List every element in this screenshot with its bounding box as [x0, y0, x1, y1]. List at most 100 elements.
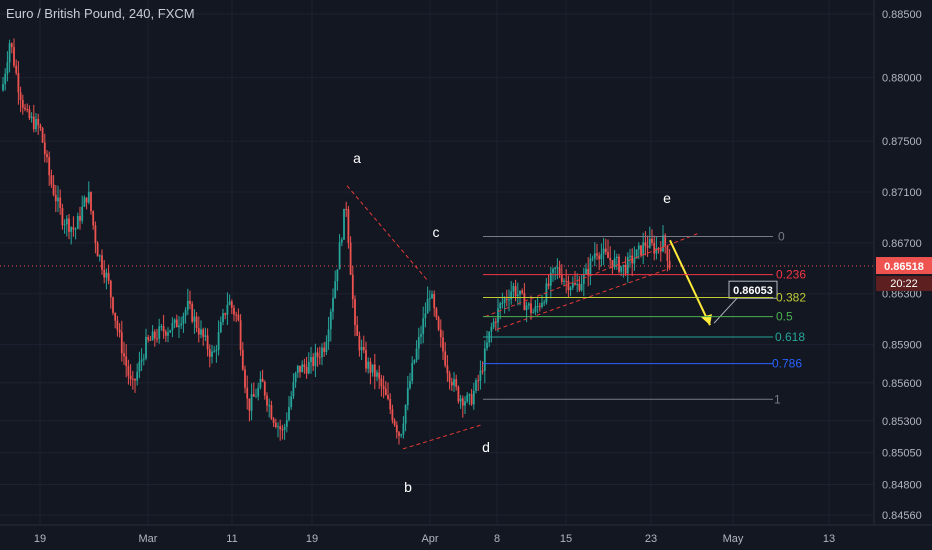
candle-body — [169, 330, 172, 333]
candle-body — [70, 227, 73, 232]
x-tick-label: 23 — [645, 533, 657, 545]
candle-body — [367, 361, 370, 369]
candle-body — [112, 297, 114, 313]
time-axis[interactable]: 19 Mar 11 19 Apr 8 15 23 May 13 — [34, 533, 835, 545]
y-tick-label: 0.85300 — [882, 416, 922, 428]
candle-body — [503, 298, 506, 303]
candle-body — [609, 257, 612, 261]
candle-body — [305, 366, 308, 374]
candle-body — [424, 313, 427, 319]
candle-body — [299, 365, 301, 373]
fibonacci-retracement: 0 0.236 0.382 0.5 0.618 0.786 1 — [483, 230, 806, 406]
candle-body — [8, 43, 11, 63]
candle-body — [123, 353, 125, 357]
candle-body — [270, 405, 273, 419]
candles — [2, 38, 671, 445]
price-axis[interactable]: 0.88500 0.88000 0.87500 0.87100 0.86700 0.863… — [876, 9, 932, 522]
candle-body — [376, 372, 378, 377]
candle-body — [459, 398, 462, 402]
candle-body — [241, 349, 244, 370]
candle-body — [380, 378, 383, 387]
candle-body — [246, 387, 249, 399]
candle-body — [296, 365, 299, 373]
candle-body — [79, 215, 81, 221]
candle-body — [538, 305, 541, 307]
candle-body — [648, 238, 651, 248]
candle-body — [92, 211, 95, 226]
candle-body — [193, 316, 196, 322]
candle-body — [567, 280, 570, 291]
candle-body — [580, 283, 583, 291]
candle-body — [189, 300, 191, 304]
candle-body — [607, 252, 609, 258]
candle-body — [15, 65, 18, 74]
candle-body — [629, 255, 631, 257]
y-tick-label: 0.85050 — [882, 448, 922, 460]
candle-body — [281, 429, 284, 431]
candle-body — [349, 242, 352, 275]
candle-body — [644, 242, 647, 246]
candle-body — [274, 422, 277, 428]
candle-body — [151, 331, 154, 341]
candle-body — [358, 335, 361, 351]
candle-body — [125, 356, 128, 367]
candle-body — [252, 394, 255, 397]
candle-body — [248, 398, 251, 411]
candle-body — [336, 269, 339, 282]
candle-body — [13, 47, 15, 66]
candle-body — [37, 118, 40, 126]
y-tick-label: 0.85900 — [882, 340, 922, 352]
candle-body — [303, 364, 306, 367]
candle-body — [439, 329, 442, 338]
candle-body — [230, 301, 233, 308]
candle-body — [633, 258, 636, 264]
candle-body — [499, 303, 502, 309]
candle-body — [622, 264, 625, 267]
candle-body — [547, 283, 550, 286]
candle-body — [442, 337, 444, 352]
candle-body — [103, 269, 106, 278]
candle-body — [393, 420, 396, 425]
candle-body — [347, 209, 350, 243]
candle-body — [301, 364, 304, 373]
candle-body — [197, 328, 200, 335]
candle-body — [312, 356, 315, 367]
y-tick-label: 0.84560 — [882, 510, 922, 522]
candle-body — [318, 356, 321, 358]
candle-body — [120, 332, 123, 354]
candle-body — [35, 118, 37, 130]
candle-body — [626, 256, 629, 274]
countdown-label: 20:22 — [890, 278, 918, 290]
candle-body — [543, 302, 546, 304]
drawings: a b c d e 0.86053 — [0, 150, 874, 495]
candle-body — [257, 387, 260, 397]
candle-body — [160, 326, 163, 328]
candle-body — [589, 258, 592, 276]
candle-body — [283, 426, 286, 430]
candle-body — [604, 248, 607, 253]
candle-body — [598, 255, 601, 260]
candle-body — [307, 361, 310, 374]
y-tick-label: 0.87100 — [882, 187, 922, 199]
candle-body — [228, 301, 231, 305]
candle-body — [107, 272, 110, 281]
candle-body — [74, 228, 77, 230]
fib-level-label: 0.382 — [776, 291, 806, 305]
candle-body — [76, 215, 79, 229]
candle-body — [565, 280, 568, 282]
candle-body — [662, 235, 664, 252]
candle-body — [224, 313, 227, 315]
target-label-box — [728, 280, 778, 299]
candle-body — [266, 395, 268, 406]
candle-body — [98, 255, 101, 257]
candle-body — [162, 326, 165, 332]
candle-body — [30, 116, 33, 119]
candle-body — [292, 382, 295, 397]
candle-body — [215, 349, 218, 352]
candle-body — [637, 245, 640, 250]
candle-body — [525, 305, 528, 311]
candle-body — [244, 369, 246, 388]
candle-body — [41, 128, 44, 143]
